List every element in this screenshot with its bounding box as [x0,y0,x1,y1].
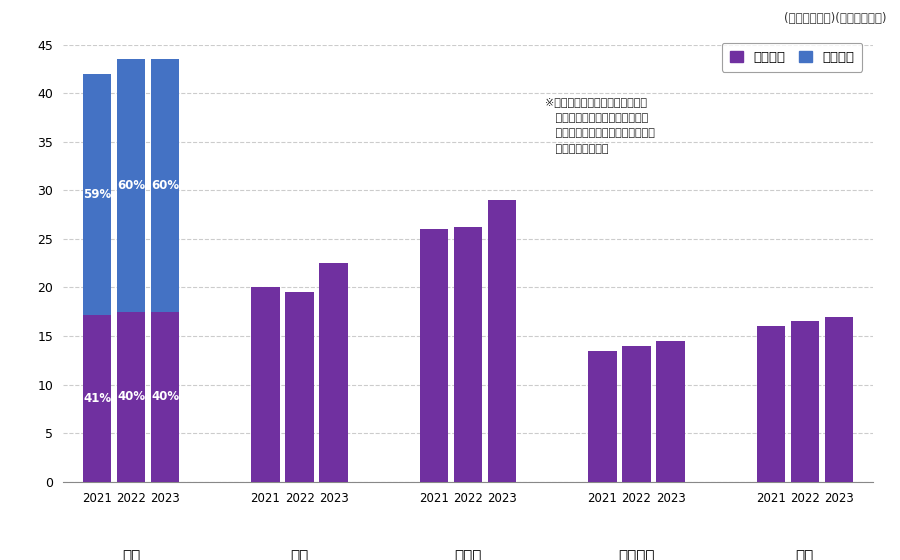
Text: 米国: 米国 [122,549,140,560]
Bar [83,74,112,315]
Bar [589,351,616,482]
Bar [117,312,145,482]
Bar [151,59,179,312]
Bar [151,312,179,482]
Bar [83,315,112,482]
Text: 英国: 英国 [291,549,309,560]
Bar [285,292,314,482]
Bar [656,341,685,482]
Text: 日本: 日本 [796,549,814,560]
Text: 40%: 40% [117,390,145,403]
Text: 41%: 41% [83,391,111,405]
Legend: 現金報酬, 株式報酬: 現金報酬, 株式報酬 [722,43,862,72]
Bar [488,200,517,482]
Bar [454,227,482,482]
Bar [622,346,651,482]
Text: フランス: フランス [618,549,654,560]
Text: 40%: 40% [151,390,179,403]
Text: 60%: 60% [151,179,179,192]
Bar [757,326,785,482]
Bar [419,229,448,482]
Text: 60%: 60% [117,179,145,192]
Text: ドイツ: ドイツ [454,549,482,560]
Bar [320,263,347,482]
Text: 59%: 59% [83,188,112,201]
Bar [824,316,853,482]
Text: (中央値ベース)(単位：百万円): (中央値ベース)(単位：百万円) [784,12,886,25]
Bar [791,321,819,482]
Text: ※社外取締役に対して、一般的に
   株式報酬が導入されている米国
   のみについて、中央値ベースの内
   訳を表示している: ※社外取締役に対して、一般的に 株式報酬が導入されている米国 のみについて、中央… [545,97,655,154]
Bar [251,287,280,482]
Bar [117,59,145,312]
